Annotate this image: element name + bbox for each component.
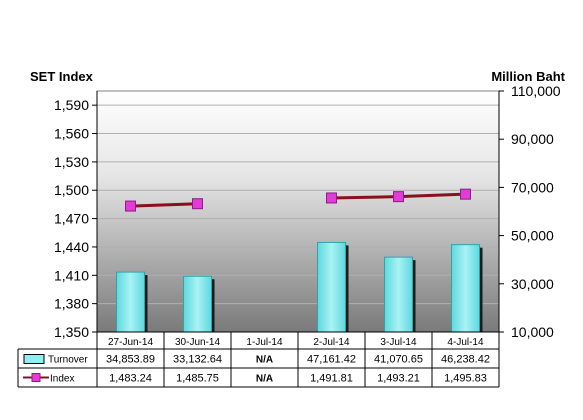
table-cell: 33,132.64 [173,354,222,366]
category-label: 2-Jul-14 [313,337,350,348]
index-point [460,188,471,200]
index-line-segment [331,195,399,200]
category-label: 3-Jul-14 [380,337,417,348]
data-table: 27-Jun-14 30-Jun-14 1-Jul-14 2-Jul-14 3-Jul-… [17,331,500,388]
table-cell: 34,853.89 [106,354,155,366]
right-tick-label: 90,000 [511,131,554,147]
left-tick-label: 1,380 [54,296,89,312]
table-cell: 1,495.83 [444,373,487,385]
left-tick-label: 1,530 [54,154,89,170]
plot-area-background [96,90,500,333]
left-axis-ticks: 1,590 1,560 1,530 1,500 1,470 1,440 1,410 1,380… [54,91,98,340]
table-cell: 47,161.42 [307,354,356,366]
category-label: 4-Jul-14 [447,337,484,348]
turnover-bar [384,256,413,333]
index-point [326,192,337,204]
left-tick-label: 1,410 [54,267,89,283]
right-tick-label: 10,000 [511,324,554,340]
turnover-bar [451,244,480,333]
index-line-segment [398,192,466,199]
table-cell: N/A [256,374,273,385]
table-cell: 1,483.24 [109,373,152,385]
table-cell: 1,491.81 [310,373,353,385]
table-cell: 41,070.65 [374,354,423,366]
right-axis-ticks: 110,000 90,000 70,000 50,000 30,000 10,000 [498,83,561,340]
left-tick-label: 1,350 [54,324,89,340]
left-tick-label: 1,500 [54,182,89,198]
table-cell: N/A [256,355,273,366]
category-label: 1-Jul-14 [246,337,283,348]
index-point [125,200,136,212]
turnover-bar [317,241,346,333]
category-label: 30-Jun-14 [175,337,220,348]
table-cell: 1,493.21 [377,373,420,385]
index-point [192,198,203,210]
right-tick-label: 110,000 [511,83,561,99]
left-tick-label: 1,470 [54,211,89,227]
right-tick-label: 50,000 [511,228,554,244]
category-label: 27-Jun-14 [108,337,153,348]
turnover-bar [183,275,212,333]
right-axis-title: Million Baht [491,69,565,84]
left-axis-title: SET Index [30,69,94,84]
left-tick-label: 1,560 [54,126,89,142]
left-tick-label: 1,440 [54,239,89,255]
gridlines [97,104,499,305]
turnover-legend-swatch [23,354,45,364]
index-legend-marker [31,373,41,382]
right-tick-label: 30,000 [511,276,554,292]
index-legend-label: Index [50,374,74,385]
turnover-bar [116,271,145,333]
index-line [125,188,471,212]
index-point [393,191,404,203]
turnover-legend-label: Turnover [48,355,88,366]
table-cell: 46,238.42 [441,354,490,366]
table-cell: 1,485.75 [176,373,219,385]
right-tick-label: 70,000 [511,179,554,195]
turnover-bars [116,241,483,333]
left-tick-label: 1,590 [54,97,89,113]
index-line-segment [130,202,198,208]
